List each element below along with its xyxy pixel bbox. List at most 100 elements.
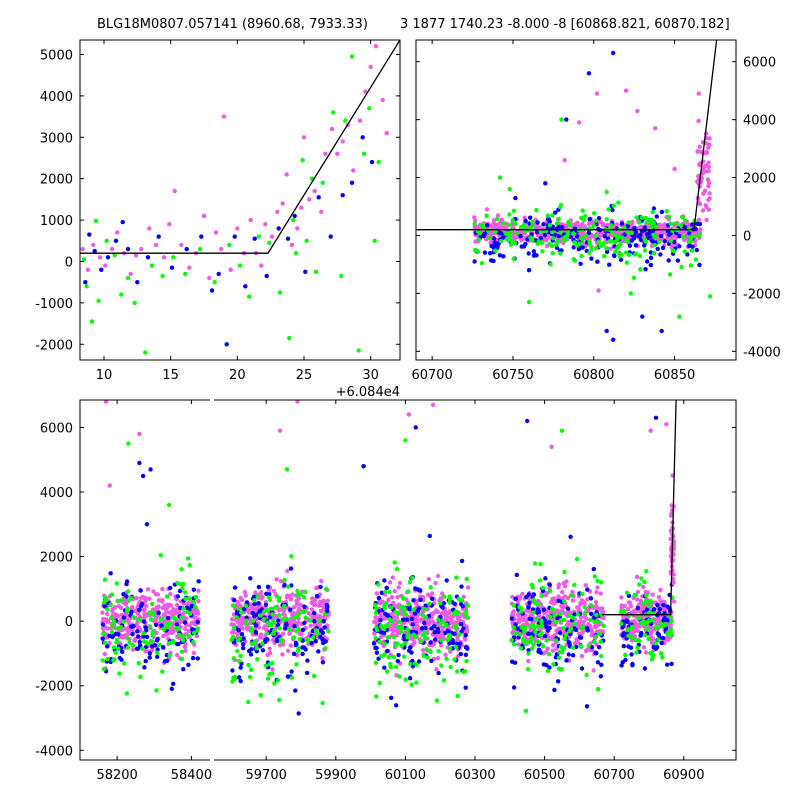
panel-2-title: 3 1877 1740.23 -8.000 -8 [60868.821, 608… <box>400 17 730 32</box>
panel-1-point-blue <box>199 234 204 239</box>
panel-2-point-blue <box>660 245 666 250</box>
panel-2-point-green <box>631 275 637 280</box>
panel-2-point-blue <box>589 256 594 261</box>
panel-3-point-green <box>181 581 186 587</box>
panel-2-point-blue <box>578 261 583 266</box>
panel-3-point-green <box>595 578 600 583</box>
panel-2-point-green <box>652 242 657 248</box>
panel-3-point-magenta <box>658 599 663 604</box>
panel-3-point-green <box>452 657 457 662</box>
panel-3-point-green <box>252 598 257 603</box>
panel-3-point-green <box>584 672 589 678</box>
panel-2-point-blue <box>523 218 528 224</box>
panel-3-axes: 58200 58400 59700 59900 60100 60300 60500 60700… <box>35 400 736 783</box>
panel-3-point-blue <box>389 695 394 700</box>
panel-3-point-blue <box>108 571 113 576</box>
panel-3-point-magenta <box>397 580 403 586</box>
panel-3-point-green <box>411 632 416 637</box>
panel-3-point-blue <box>452 631 457 637</box>
panel-1-point-magenta <box>373 44 379 49</box>
panel-2-point-green <box>551 236 556 241</box>
panel-2-point-blue <box>487 251 493 256</box>
panel-1-point-blue <box>340 193 345 198</box>
panel-2-point-green <box>707 294 713 299</box>
panel-3-point-blue <box>599 662 604 667</box>
panel-3-point-magenta <box>417 618 423 623</box>
panel-3-point-green <box>195 626 200 631</box>
panel-3-point-green <box>179 615 184 620</box>
panel-3-point-green <box>157 642 162 647</box>
panel-2-point-blue <box>658 233 664 239</box>
panel-3-point-green <box>453 623 458 629</box>
panel-3-point-green <box>180 586 185 591</box>
panel-3-point-blue <box>253 629 259 635</box>
panel-3-point-blue <box>423 625 428 631</box>
panel-2-point-green <box>583 213 588 219</box>
panel-2-point-green <box>484 213 489 218</box>
panel-2-point-blue <box>666 258 671 263</box>
panel-3-point-green <box>405 635 410 640</box>
panel-3-point-blue <box>257 608 263 614</box>
panel-3-point-magenta <box>143 649 148 654</box>
panel-2-xtick-label: 60800 <box>573 368 614 383</box>
panel-3-point-green <box>642 579 647 585</box>
panel-3-point-green <box>570 645 576 650</box>
panel-3-point-green <box>533 600 538 606</box>
panel-3-point-magenta <box>145 587 151 592</box>
panel-3-point-green <box>465 603 471 608</box>
panel-2-point-green <box>499 238 504 244</box>
panel-2-point-green <box>554 242 559 247</box>
panel-3-point-blue <box>407 676 413 681</box>
panel-3-point-magenta <box>583 583 588 588</box>
panel-3-point-green <box>464 576 469 582</box>
panel-1-point-blue <box>92 248 97 254</box>
panel-3-point-blue <box>309 640 314 646</box>
panel-3-point-green <box>116 599 121 604</box>
panel-3-point-magenta <box>435 656 441 661</box>
panel-3-point-green <box>191 639 196 645</box>
panel-3-point-green <box>529 646 535 651</box>
panel-3-point-green <box>592 574 598 579</box>
panel-3-point-green <box>176 632 182 638</box>
panel-2-point-magenta <box>600 223 606 228</box>
panel-3-point-green <box>244 621 249 627</box>
panel-3-point-green <box>594 612 599 618</box>
panel-3-point-blue <box>138 603 144 609</box>
panel-3-point-green <box>250 618 256 624</box>
panel-3-point-green <box>427 601 432 606</box>
panel-3-point-magenta <box>285 568 290 574</box>
panel-2-point-blue <box>604 328 609 334</box>
panel-3-point-blue <box>526 605 531 610</box>
panel-3-point-blue <box>413 425 418 430</box>
panel-3-point-blue <box>459 558 465 564</box>
panel-3-point-green <box>637 582 642 587</box>
panel-3-point-blue <box>396 652 401 658</box>
panel-3-point-green <box>117 671 122 676</box>
panel-3-point-green <box>131 614 136 620</box>
panel-3-point-green <box>145 641 151 647</box>
panel-2-point-blue <box>518 233 523 239</box>
panel-1-point-green <box>343 118 348 123</box>
panel-3-point-blue <box>248 652 254 657</box>
panel-2-point-blue <box>595 259 600 264</box>
panel-3-point-magenta <box>664 635 670 641</box>
panel-2-point-blue <box>586 71 592 76</box>
panel-3-point-blue <box>542 618 547 623</box>
panel-1-point-green <box>313 269 319 274</box>
panel-3-point-blue <box>662 616 667 621</box>
panel-3-point-green <box>518 632 523 637</box>
panel-3-point-blue <box>169 686 174 691</box>
panel-2-point-blue <box>627 243 633 248</box>
panel-1-point-green <box>320 180 325 185</box>
panel-2-point-green <box>689 248 695 253</box>
panel-2-point-blue <box>625 224 630 229</box>
panel-1-point-magenta <box>213 230 219 235</box>
panel-1-xtick-label: 25 <box>296 368 313 383</box>
panel-3-point-green <box>456 596 461 601</box>
panel-3-point-green <box>588 617 593 622</box>
panel-1-point-blue <box>292 213 297 219</box>
panel-3-point-green <box>276 598 282 603</box>
panel-2-point-green <box>639 215 645 220</box>
panel-1-point-green <box>237 263 243 268</box>
panel-3-point-green <box>594 634 599 639</box>
